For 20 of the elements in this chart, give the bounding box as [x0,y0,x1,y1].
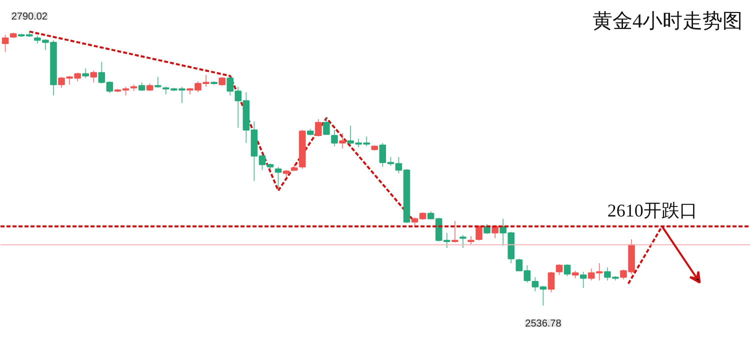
candlestick [331,130,338,147]
annotation: 2790.02 [11,12,48,23]
candlestick [580,271,587,289]
candlestick [82,68,89,79]
candlestick [154,76,162,88]
candlestick [564,264,571,277]
text: 黄金4小时走势图 [592,10,742,32]
candlestick [315,118,322,138]
candlestick [339,132,346,149]
candlestick [460,234,466,248]
annotation: 2536.78 [525,318,562,330]
candlestick [476,224,482,241]
candlestick [548,271,555,293]
candlestick [556,264,563,276]
candlestick [452,220,458,244]
ref-line-label: 2610开跌口 [607,200,698,220]
candlestick [2,34,9,53]
candlestick [274,166,282,189]
candlestick [90,70,98,83]
candlestick [323,116,330,135]
